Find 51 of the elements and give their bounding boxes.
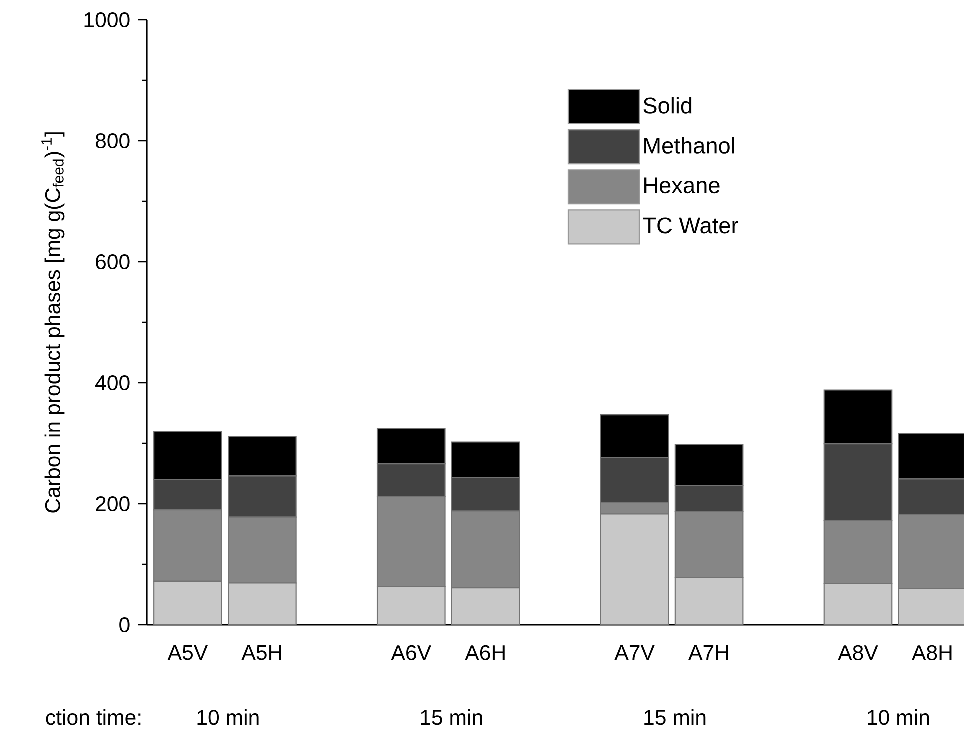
bar	[228, 582, 297, 626]
bar	[154, 510, 222, 582]
bar	[451, 477, 520, 512]
x-tick-label: A5H	[242, 645, 282, 660]
bar	[376, 496, 446, 588]
bar	[824, 390, 893, 445]
x-tick-label: A6V	[391, 645, 432, 660]
bar	[376, 464, 446, 498]
bar	[824, 520, 893, 584]
bar	[451, 442, 520, 479]
y-tick-label: 200	[96, 496, 130, 512]
bar	[600, 414, 670, 459]
legend-label: TC Water	[643, 218, 738, 234]
bar	[154, 431, 222, 480]
y-tick-label: 1000	[84, 12, 130, 28]
bar	[228, 436, 297, 477]
bar	[228, 476, 297, 518]
legend-label: Methanol	[644, 137, 734, 154]
x-tick-label: A5V	[168, 645, 208, 660]
text: ction time:	[46, 710, 141, 726]
text: 10 min	[198, 710, 259, 726]
y-tick-label: 600	[96, 254, 130, 270]
x-tick-label: A7V	[614, 645, 655, 660]
bar	[674, 485, 744, 512]
bar	[674, 511, 744, 578]
x-tick-label: A8V	[838, 645, 878, 660]
legend-label: Hexane	[644, 178, 720, 194]
bar	[376, 428, 446, 465]
y-tick-label: 400	[96, 375, 130, 391]
bar	[376, 586, 446, 626]
bar	[824, 444, 893, 522]
bar	[154, 479, 222, 511]
bar	[674, 444, 744, 486]
text: 15 min	[421, 710, 482, 726]
text: 10 min	[868, 710, 930, 726]
bar	[600, 514, 670, 626]
x-tick-label: A6H	[465, 645, 505, 660]
bar	[600, 457, 670, 504]
bar	[451, 588, 520, 626]
text: 15 min	[644, 710, 706, 726]
y-tick-label: 0	[120, 617, 130, 633]
bar	[824, 583, 893, 626]
bar	[451, 510, 520, 589]
y-axis-title: Carbon in product phases [mg g(C$_{feed}$)$^{-1}$]	[42, 132, 65, 513]
bar	[674, 577, 744, 626]
legend-label: Solid	[644, 97, 692, 114]
bar	[154, 580, 222, 626]
x-tick-label: A8H	[912, 645, 952, 660]
x-tick-label: A7H	[688, 645, 728, 660]
bar	[228, 516, 297, 584]
y-tick-label: 800	[96, 133, 130, 149]
